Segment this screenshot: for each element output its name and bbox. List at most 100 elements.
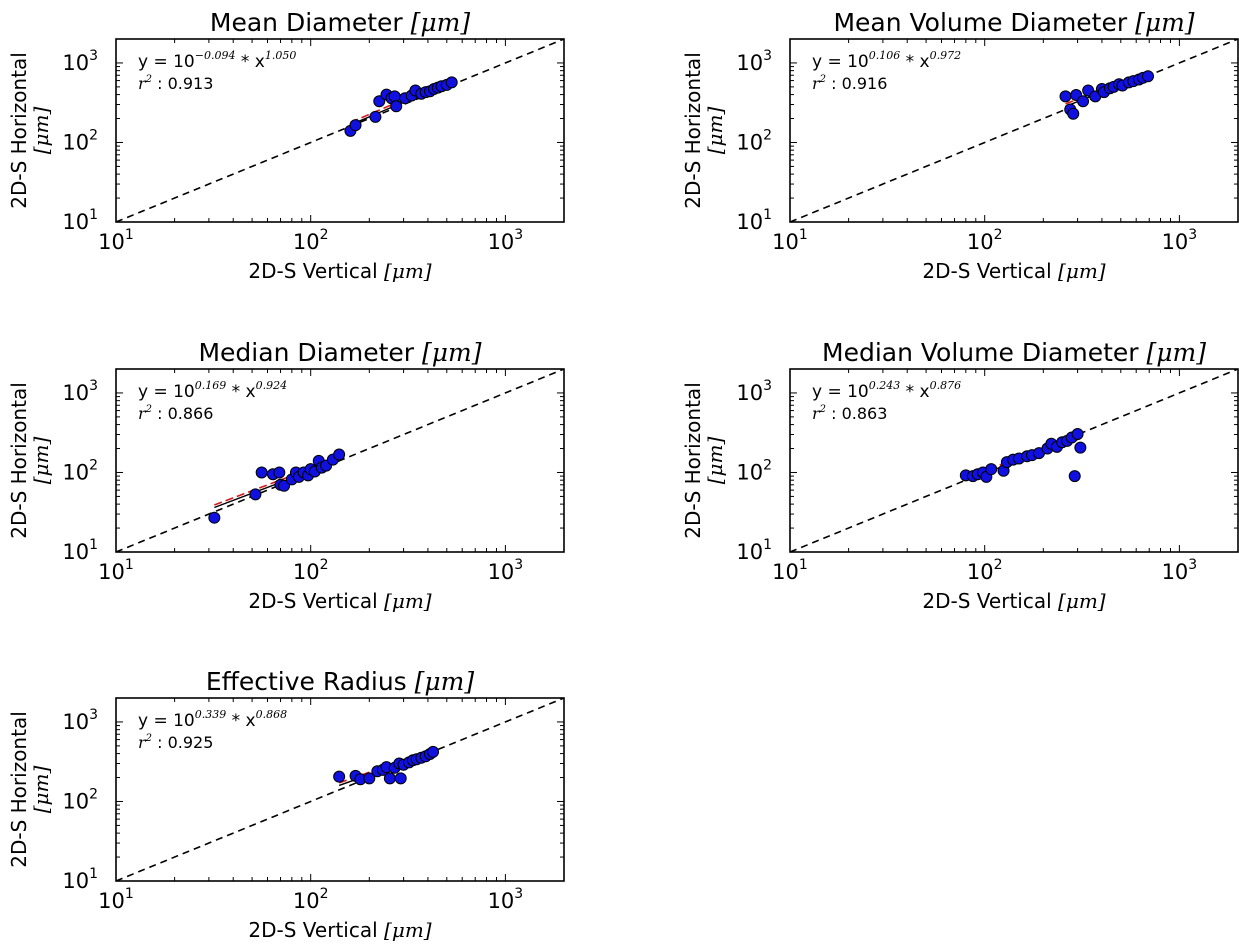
fit-equation-exponent: −0.094	[195, 49, 236, 62]
one-to-one-line	[116, 39, 564, 222]
fit-equation: y = 100.243 * x0.876	[812, 379, 961, 402]
y-tick-label: 101	[62, 207, 98, 234]
chart-title-text: Median Diameter	[198, 338, 414, 367]
x-tick-label: 101	[772, 557, 808, 584]
x-tick-base: 10	[1162, 230, 1189, 254]
plot-area	[790, 39, 1238, 222]
y-axis-label: 2D-S Horizontal	[7, 382, 31, 539]
x-tick-base: 10	[488, 230, 515, 254]
y-axis-label-unit: [μm]	[703, 107, 727, 155]
y-tick-base: 10	[736, 540, 763, 564]
fit-equation: y = 10−0.094 * x1.050	[138, 49, 296, 72]
fit-equation-exponent: 0.106	[869, 49, 901, 62]
y-tick-base: 10	[62, 210, 89, 234]
y-tick-exponent: 1	[89, 537, 98, 553]
axes-frame	[789, 368, 1239, 553]
r-squared: r2 : 0.916	[812, 74, 887, 93]
x-tick-label: 102	[967, 557, 1003, 584]
axes-frame	[115, 697, 565, 882]
y-axis-label-text: 2D-S Horizontal	[7, 382, 31, 539]
x-tick-base: 10	[293, 230, 320, 254]
y-tick-label: 101	[62, 537, 98, 564]
r-squared-superscript: 2	[145, 733, 152, 744]
y-tick-base: 10	[62, 130, 89, 154]
data-point	[445, 76, 458, 89]
data-point	[383, 772, 396, 785]
y-tick-label: 102	[736, 127, 772, 154]
y-tick-label: 101	[736, 537, 772, 564]
fit-equation: y = 100.169 * x0.924	[138, 379, 287, 402]
chart-title-unit: [μm]	[1135, 8, 1195, 37]
x-tick-exponent: 1	[125, 886, 134, 902]
y-tick-label: 101	[62, 866, 98, 893]
x-tick-exponent: 1	[125, 557, 134, 573]
x-tick-label: 103	[1162, 557, 1198, 584]
one-to-one-line	[116, 369, 564, 552]
one-to-one-line	[790, 39, 1238, 222]
r-squared-label: r	[138, 74, 147, 93]
x-axis-label-text: 2D-S Vertical	[248, 918, 377, 942]
fit-equation: y = 100.106 * x0.972	[812, 49, 961, 72]
chart-title: Mean Diameter [μm]	[210, 8, 470, 37]
chart-title-unit: [μm]	[415, 667, 475, 696]
axes-frame	[789, 38, 1239, 223]
y-axis-label-text: 2D-S Horizontal	[681, 382, 705, 539]
data-point	[1071, 427, 1084, 440]
x-axis-label: 2D-S Vertical [μm]	[248, 918, 431, 942]
data-point	[333, 770, 346, 783]
y-tick-exponent: 1	[89, 207, 98, 223]
chart-title: Effective Radius [μm]	[206, 667, 475, 696]
chart-title: Mean Volume Diameter [μm]	[833, 8, 1194, 37]
r-squared-value: : 0.925	[152, 733, 213, 752]
y-tick-base: 10	[62, 381, 89, 405]
chart-title-unit: [μm]	[411, 8, 471, 37]
y-tick-label: 102	[62, 457, 98, 484]
r-squared-label: r	[812, 74, 821, 93]
fit-equation-exponent: 0.339	[195, 708, 227, 721]
data-point	[369, 110, 382, 123]
y-axis-label-unit: [μm]	[703, 437, 727, 485]
y-tick-label: 103	[736, 378, 772, 405]
data-point	[985, 463, 998, 476]
axes-frame	[115, 368, 565, 553]
y-axis-unit: [μm]	[29, 437, 53, 485]
r-squared-label: r	[812, 404, 821, 423]
x-axis-label-text: 2D-S Vertical	[248, 259, 377, 283]
r-squared-value: : 0.913	[152, 74, 213, 93]
y-axis-label-text: 2D-S Horizontal	[681, 52, 705, 209]
x-tick-label: 102	[293, 886, 329, 913]
r-squared-label: r	[138, 733, 147, 752]
y-tick-base: 10	[736, 51, 763, 75]
y-tick-base: 10	[62, 540, 89, 564]
fit-equation: y = 100.339 * x0.868	[138, 708, 287, 731]
y-tick-exponent: 2	[89, 457, 98, 473]
data-point	[1142, 70, 1155, 83]
y-axis-label: 2D-S Horizontal	[681, 52, 705, 209]
x-tick-label: 101	[98, 886, 134, 913]
chart-title: Median Volume Diameter [μm]	[822, 338, 1206, 367]
r-squared-value: : 0.916	[826, 74, 887, 93]
x-tick-exponent: 3	[1188, 557, 1197, 573]
x-tick-base: 10	[967, 560, 994, 584]
data-point	[1074, 441, 1087, 454]
r-squared-superscript: 2	[819, 74, 826, 85]
y-axis-label: 2D-S Horizontal	[7, 52, 31, 209]
plot-area	[790, 369, 1238, 552]
x-axis-label-text: 2D-S Vertical	[248, 589, 377, 613]
x-tick-exponent: 2	[320, 227, 329, 243]
y-tick-base: 10	[736, 210, 763, 234]
x-tick-exponent: 2	[994, 227, 1003, 243]
y-tick-base: 10	[736, 381, 763, 405]
data-point	[333, 448, 346, 461]
fit-equation-prefix: y = 10	[138, 52, 195, 72]
fit-equation-exponent: 0.972	[930, 49, 962, 62]
fit-equation-mid: * x	[226, 382, 255, 402]
y-tick-exponent: 2	[763, 127, 772, 143]
y-axis-unit: [μm]	[29, 766, 53, 814]
r-squared: r2 : 0.863	[812, 404, 887, 423]
x-axis-label: 2D-S Vertical [μm]	[922, 259, 1105, 283]
data-point	[349, 119, 362, 132]
y-axis-unit: [μm]	[29, 107, 53, 155]
x-tick-label: 102	[293, 227, 329, 254]
